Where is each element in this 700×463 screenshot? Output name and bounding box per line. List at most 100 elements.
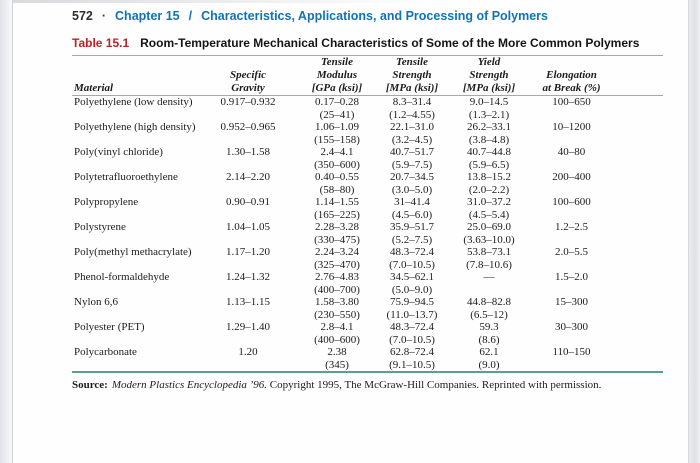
value-paren: (330–475): [314, 233, 360, 246]
value-main: 2.8–4.1: [320, 321, 354, 333]
cell-specific-gravity: 1.24–1.32: [226, 271, 270, 283]
cell-yield-strength: 62.1 (9.0): [441, 346, 537, 372]
cell-tensile-strength: 35.9–51.7 (5.2–7.5): [383, 221, 441, 246]
value-main: 1.06–1.09: [315, 121, 359, 133]
source-label: Source:: [72, 379, 108, 391]
cell-tensile-modulus: 2.4–4.1 (350–600): [291, 146, 383, 171]
chapter-divider: /: [188, 9, 193, 23]
value-main: 53.8–73.1: [467, 246, 511, 258]
cell-elongation: 2.0–5.5: [555, 246, 588, 258]
value-main: 48.3–72.4: [390, 246, 434, 258]
value-paren: (400–600): [314, 333, 360, 346]
source-reference: Modern Plastics Encyclopedia ’96.: [111, 379, 268, 391]
table-row: Polyethylene (low density) 0.917–0.932 0…: [72, 96, 663, 122]
value-paren: (4.5–6.0): [391, 208, 433, 221]
value-main: 62.1: [479, 346, 499, 358]
value-paren: (325–470): [314, 258, 360, 271]
scan-top-edge: [0, 0, 430, 3]
chapter-title: Characteristics, Applications, and Proce…: [201, 9, 548, 23]
table-body: Polyethylene (low density) 0.917–0.932 0…: [72, 96, 663, 373]
table-row: Polytetrafluoroethylene 2.14–2.20 0.40–0…: [72, 171, 663, 196]
value-paren: (7.8–10.6): [466, 258, 512, 271]
value-paren: (3.0–5.0): [391, 183, 433, 196]
cell-tensile-strength: 40.7–51.7 (5.9–7.5): [383, 146, 441, 171]
header-line: Specific: [229, 69, 267, 81]
cell-tensile-strength: 48.3–72.4 (7.0–10.5): [383, 321, 441, 346]
table-row: Polyethylene (high density) 0.952–0.965 …: [72, 121, 663, 146]
cell-tensile-strength: 48.3–72.4 (7.0–10.5): [383, 246, 441, 271]
page-number: 572: [72, 9, 93, 23]
value-main: 48.3–72.4: [390, 321, 434, 333]
cell-tensile-strength: 22.1–31.0 (3.2–4.5): [383, 121, 441, 146]
running-head: 572 · Chapter 15 / Characteristics, Appl…: [72, 9, 663, 23]
table-row: Phenol-formaldehyde 1.24–1.32 2.76–4.83 …: [72, 271, 663, 296]
value-paren: (7.0–10.5): [389, 333, 435, 346]
value-paren: (3.8–4.8): [468, 133, 510, 146]
value-main: 31.0–37.2: [467, 196, 511, 208]
value-main: 2.28–3.28: [315, 221, 359, 233]
cell-elongation: 200–400: [552, 171, 591, 183]
value-main: 2.76–4.83: [315, 271, 359, 283]
cell-material: Polytetrafluoroethylene: [74, 171, 178, 183]
cell-material: Polyethylene (high density): [74, 121, 196, 133]
cell-specific-gravity: 0.90–0.91: [226, 196, 270, 208]
cell-tensile-modulus: 1.06–1.09 (155–158): [291, 121, 383, 146]
value-paren: (345): [325, 358, 349, 371]
column-header-yield-strength: Yield Strength [MPa (ksi)]: [441, 55, 537, 96]
value-main: 40.7–44.8: [467, 146, 511, 158]
value-paren: (6.5–12): [470, 308, 508, 321]
scan-right-edge: [688, 0, 700, 463]
cell-tensile-modulus: 2.24–3.24 (325–470): [291, 246, 383, 271]
table-row: Polypropylene 0.90–0.91 1.14–1.55 (165–2…: [72, 196, 663, 221]
cell-tensile-modulus: 0.17–0.28 (25–41): [291, 96, 383, 122]
value-main: —: [483, 271, 495, 283]
value-main: 59.3: [479, 321, 499, 333]
value-main: 40.7–51.7: [390, 146, 434, 158]
cell-material: Phenol-formaldehyde: [74, 271, 170, 283]
page-content: 572 · Chapter 15 / Characteristics, Appl…: [72, 0, 663, 391]
value-main: 8.3–31.4: [392, 96, 432, 108]
header-line: Tensile: [321, 56, 353, 68]
cell-material: Poly(vinyl chloride): [74, 146, 163, 158]
value-main: 35.9–51.7: [390, 221, 434, 233]
header-line: at Break (%): [542, 82, 601, 94]
cell-yield-strength: 44.8–82.8 (6.5–12): [441, 296, 537, 321]
cell-material: Polycarbonate: [74, 346, 137, 358]
cell-yield-strength: 53.8–73.1 (7.8–10.6): [441, 246, 537, 271]
value-main: 34.5–62.1: [390, 271, 434, 283]
table-row: Poly(vinyl chloride) 1.30–1.58 2.4–4.1 (…: [72, 146, 663, 171]
header-line: Modulus: [316, 69, 358, 81]
cell-tensile-modulus: 1.14–1.55 (165–225): [291, 196, 383, 221]
table-row: Poly(methyl methacrylate) 1.17–1.20 2.24…: [72, 246, 663, 271]
value-paren: (25–41): [319, 108, 355, 121]
cell-yield-strength: 13.8–15.2 (2.0–2.2): [441, 171, 537, 196]
cell-material: Polystyrene: [74, 221, 126, 233]
value-main: 62.8–72.4: [390, 346, 434, 358]
source-note: Source: Modern Plastics Encyclopedia ’96.…: [72, 379, 663, 391]
cell-elongation: 30–300: [555, 321, 588, 333]
value-main: 2.38: [327, 346, 347, 358]
value-main: 1.14–1.55: [315, 196, 359, 208]
cell-tensile-modulus: 0.40–0.55 (58–80): [291, 171, 383, 196]
cell-specific-gravity: 1.04–1.05: [226, 221, 270, 233]
value-paren: (400–700): [314, 283, 360, 296]
cell-tensile-strength: 20.7–34.5 (3.0–5.0): [383, 171, 441, 196]
cell-yield-strength: 31.0–37.2 (4.5–5.4): [441, 196, 537, 221]
header-line: Strength: [392, 69, 432, 81]
value-paren: (11.0–13.7): [386, 308, 438, 321]
table-number-label: Table 15.1: [72, 36, 130, 50]
cell-tensile-modulus: 2.28–3.28 (330–475): [291, 221, 383, 246]
cell-tensile-modulus: 2.38 (345): [291, 346, 383, 372]
column-header-material: Material: [72, 55, 205, 96]
cell-specific-gravity: 1.29–1.40: [226, 321, 270, 333]
cell-elongation: 100–650: [552, 96, 591, 108]
value-paren: (165–225): [314, 208, 360, 221]
table-row: Polycarbonate 1.20 2.38 (345) 62.8–72.4 …: [72, 346, 663, 372]
header-line: Material: [74, 82, 114, 94]
cell-specific-gravity: 1.20: [238, 346, 258, 358]
value-main: 22.1–31.0: [390, 121, 434, 133]
cell-elongation: 1.2–2.5: [555, 221, 588, 233]
value-main: 1.58–3.80: [315, 296, 359, 308]
cell-material: Nylon 6,6: [74, 296, 118, 308]
cell-specific-gravity: 1.30–1.58: [226, 146, 270, 158]
